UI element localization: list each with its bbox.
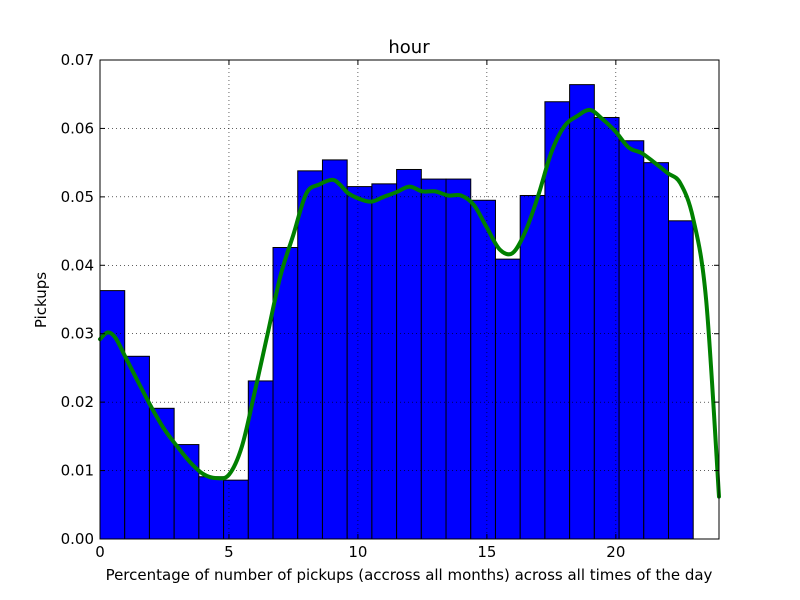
chart-title: hour	[388, 37, 430, 58]
x-tick-label: 5	[224, 543, 234, 561]
x-tick-label: 20	[606, 543, 625, 561]
x-tick-label: 0	[95, 543, 105, 561]
histogram-bar	[371, 183, 398, 540]
histogram-bar	[223, 479, 249, 540]
histogram-bar	[643, 162, 669, 540]
histogram-bar	[198, 476, 225, 540]
x-tick-label: 10	[348, 543, 367, 561]
y-tick-label: 0.04	[61, 256, 94, 274]
plot-frame	[99, 59, 720, 540]
histogram-bar	[593, 116, 620, 540]
histogram-bar	[494, 258, 521, 540]
histogram-bar	[445, 178, 472, 540]
histogram-bar	[297, 170, 323, 540]
y-axis-label: Pickups	[32, 272, 50, 328]
histogram-bar	[519, 194, 546, 540]
x-tick-label: 15	[477, 543, 496, 561]
histogram-bar	[420, 178, 447, 540]
histogram-bar	[321, 159, 348, 540]
y-tick-label: 0.02	[61, 393, 94, 411]
y-tick-label: 0.01	[61, 462, 94, 480]
histogram-bar	[346, 186, 373, 540]
density-layer	[98, 107, 721, 499]
ticks-layer: 0 5 10 15 20 0.00 0.01 0.02 0.03 0.04 0.05 0.06 0.07	[61, 51, 719, 561]
histogram-bar	[396, 168, 422, 540]
histogram-bar	[124, 355, 150, 540]
histogram-bar	[667, 220, 694, 540]
histogram-bar	[569, 84, 595, 540]
density-curve	[98, 107, 721, 499]
histogram-bar	[470, 199, 496, 540]
x-axis-label: Percentage of number of pickups (accross…	[106, 566, 713, 584]
histogram-bar	[544, 101, 571, 540]
bars-layer	[99, 84, 694, 540]
y-tick-label: 0.00	[61, 530, 94, 548]
histogram-bar	[99, 290, 126, 540]
y-tick-label: 0.03	[61, 325, 94, 343]
y-tick-label: 0.06	[61, 119, 94, 137]
y-tick-label: 0.07	[61, 51, 94, 69]
histogram-bar	[618, 140, 645, 540]
y-tick-label: 0.05	[61, 188, 94, 206]
